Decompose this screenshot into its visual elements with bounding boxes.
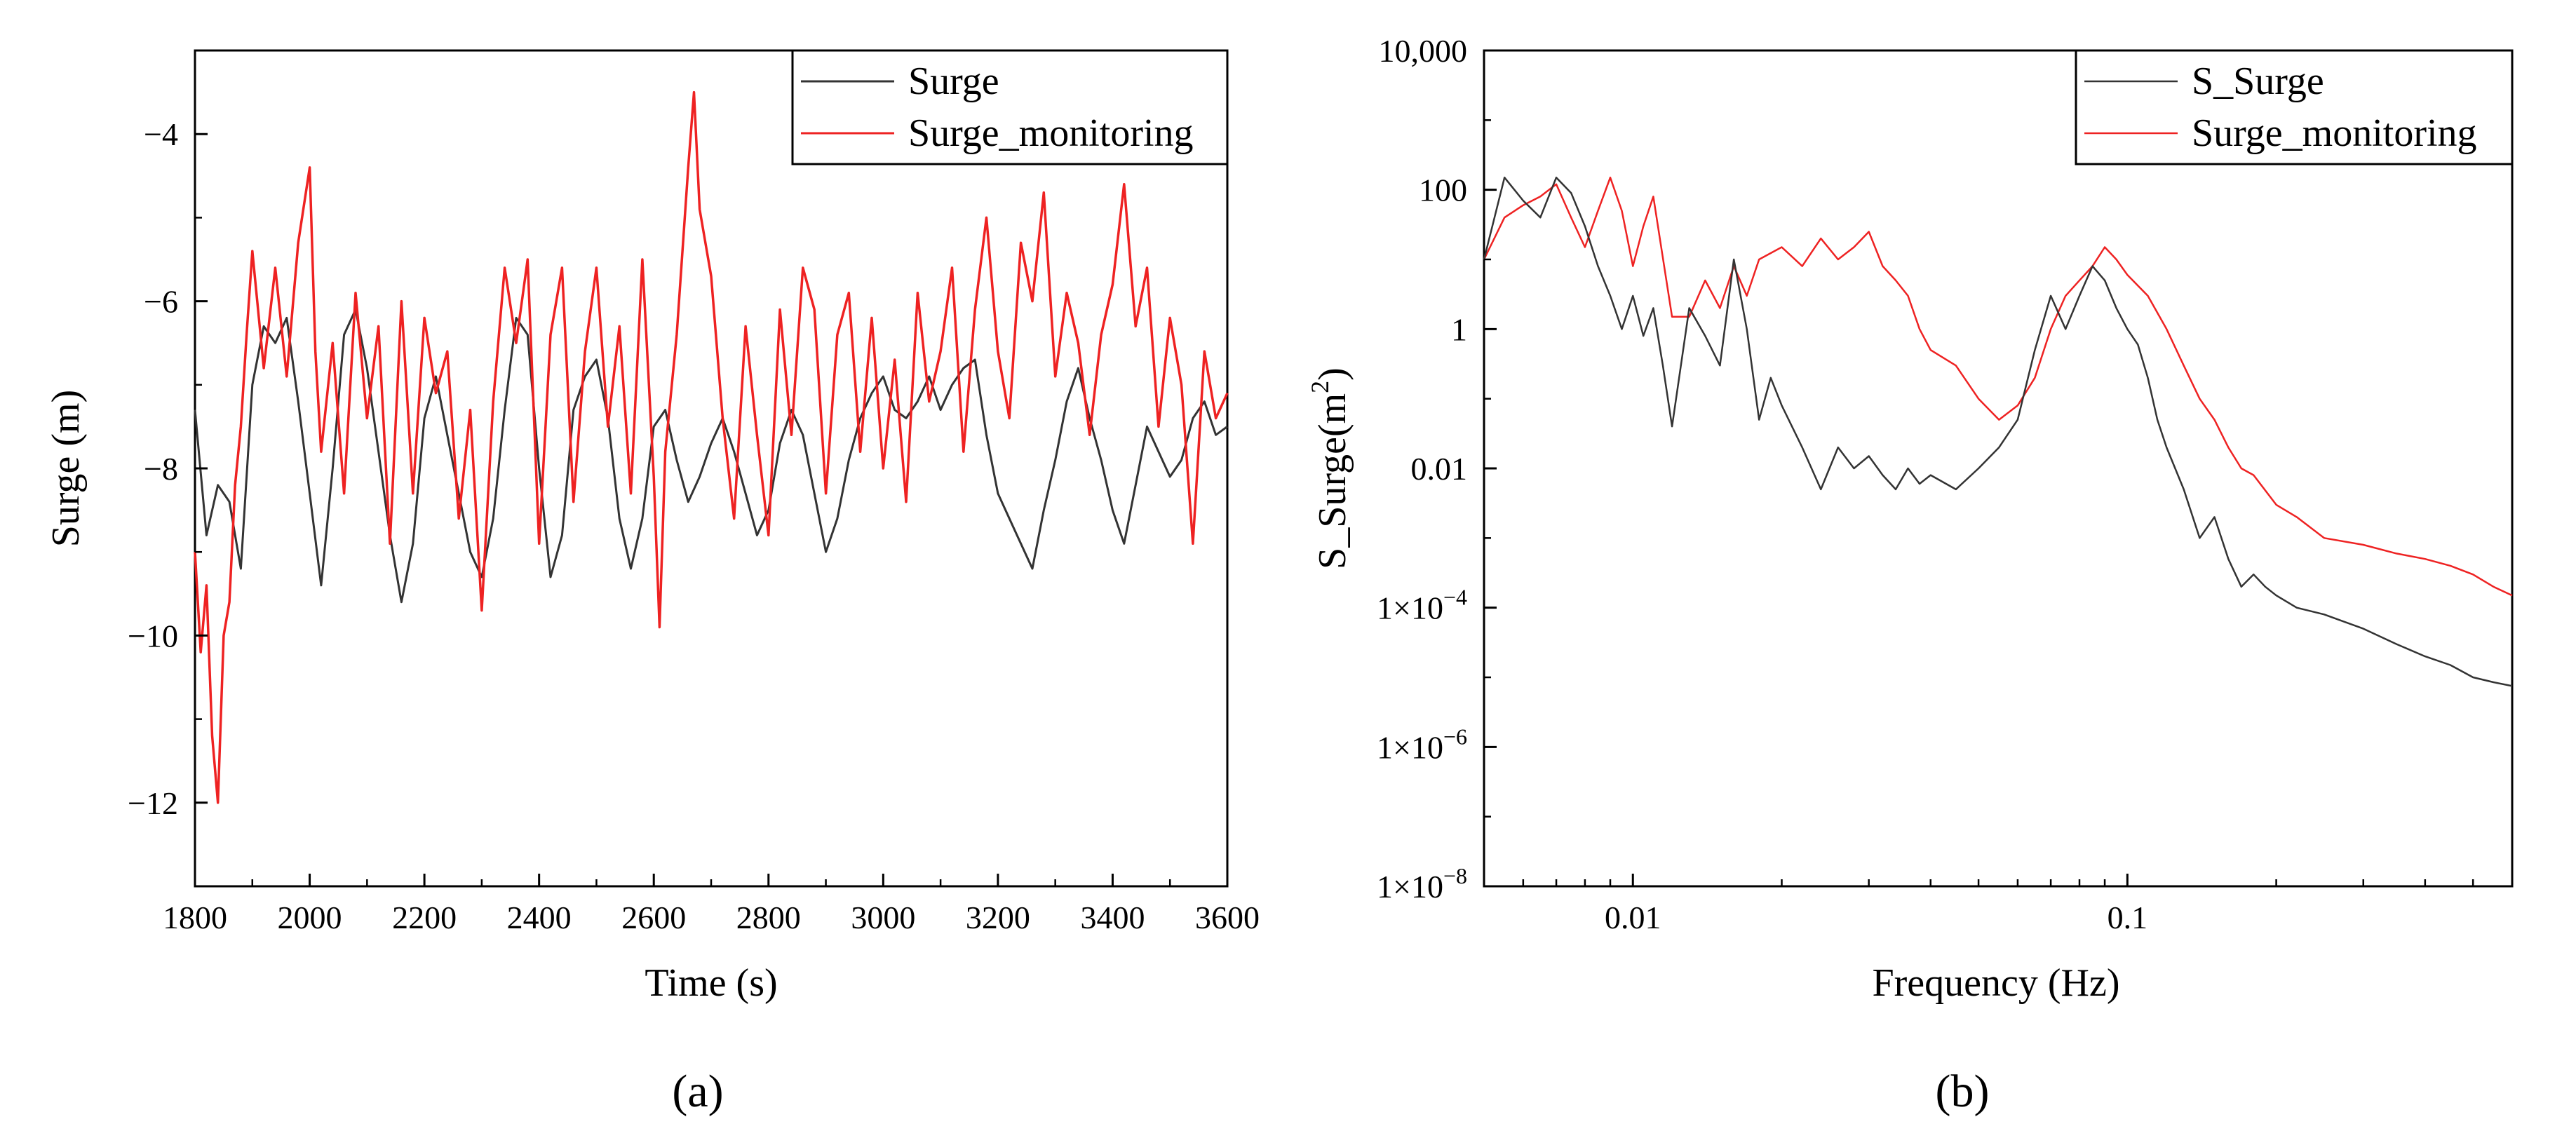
panel-a-legend-box bbox=[791, 49, 1229, 165]
panel-b-y-tick-label: 1×10−8 bbox=[1377, 863, 1467, 905]
panel-b-x-ticks: 0.01 0.1 bbox=[1483, 874, 2514, 935]
panel-a-x-tick-label: 3200 bbox=[966, 900, 1030, 935]
panel-b-legend-box bbox=[2075, 49, 2514, 165]
panel-a-y-tick-label: −10 bbox=[128, 618, 178, 653]
panel-b-y-ticks: 1×10−8 1×10−6 1×10−4 0.01 1 100 10,000 bbox=[1377, 33, 1497, 905]
panel-a-series-line-surge bbox=[194, 309, 1228, 604]
panel-b-x-tick-label: 0.1 bbox=[2108, 900, 2148, 935]
panel-b-x-axis-title: Frequency (Hz) bbox=[1873, 961, 2120, 1005]
panel-a-x-tick-label: 2200 bbox=[392, 900, 457, 935]
panel-b-x-tick-label: 0.01 bbox=[1605, 900, 1661, 935]
panel-b-y-tick-label: 100 bbox=[1419, 172, 1467, 208]
panel-a-x-tick-label: 3000 bbox=[851, 900, 915, 935]
panel-a-surge-time-series: 1800 2000 2200 2400 2600 2800 3000 3200 3400 3600… bbox=[44, 49, 1260, 1117]
panel-a-x-tick-label: 3600 bbox=[1195, 900, 1260, 935]
panel-b-y-axis-title-base: S_Surge(m bbox=[1311, 393, 1354, 569]
panel-b-legend: S_Surge Surge_monitoring bbox=[2075, 49, 2514, 165]
panel-a-legend-label-surge-monitoring: Surge_monitoring bbox=[908, 111, 1194, 155]
panel-a-x-tick-label: 2600 bbox=[621, 900, 686, 935]
panel-b-legend-label-s-surge: S_Surge bbox=[2192, 60, 2324, 103]
panel-a-y-tick-label: −6 bbox=[144, 284, 178, 320]
panel-a-x-tick-label: 2400 bbox=[507, 900, 572, 935]
panel-a-x-tick-label: 2000 bbox=[278, 900, 342, 935]
panel-a-x-axis-title: Time (s) bbox=[645, 961, 777, 1005]
panel-a-y-ticks: −12 −10 −8 −6 −4 bbox=[128, 49, 208, 888]
panel-b-surge-spectrum: 0.01 0.1 1×10−8 1×10−6 1×10−4 0.01 1 100 10,000… bbox=[1306, 33, 2514, 1117]
panel-a-x-tick-label: 3400 bbox=[1080, 900, 1145, 935]
panel-b-y-tick-label: 1×10−6 bbox=[1377, 724, 1467, 765]
panel-b-series-line-surge-monitoring bbox=[1483, 176, 2513, 597]
panel-a-plot-area bbox=[194, 49, 1229, 888]
panel-a-x-tick-label: 1800 bbox=[163, 900, 227, 935]
panel-b-series-line-s-surge bbox=[1483, 176, 2513, 687]
panel-a-legend-label-surge: Surge bbox=[908, 60, 999, 103]
panel-b-y-axis-title-sup: 2 bbox=[1306, 381, 1334, 393]
panel-a-y-tick-label: −4 bbox=[144, 116, 178, 152]
panel-b-y-tick-label: 0.01 bbox=[1411, 451, 1468, 487]
panel-a-legend: Surge Surge_monitoring bbox=[791, 49, 1229, 165]
panel-b-series-group bbox=[1483, 176, 2513, 687]
panel-b-y-axis-title: S_Surge(m2) bbox=[1306, 367, 1354, 569]
panel-a-x-ticks: 1800 2000 2200 2400 2600 2800 3000 3200 3400 3600 bbox=[163, 874, 1260, 935]
panel-a-series-line-surge-monitoring bbox=[194, 90, 1229, 804]
panel-a-y-tick-label: −12 bbox=[128, 785, 178, 821]
panel-b-y-tick-label: 1 bbox=[1451, 311, 1467, 347]
panel-b-label: (b) bbox=[1936, 1066, 1990, 1117]
panel-b-y-tick-label: 1×10−4 bbox=[1377, 585, 1467, 626]
panel-a-y-axis-title: Surge (m) bbox=[44, 390, 88, 548]
panel-a-label: (a) bbox=[672, 1066, 723, 1117]
panel-a-y-tick-label: −8 bbox=[144, 451, 178, 487]
panel-b-y-axis-title-close: ) bbox=[1311, 367, 1354, 381]
panel-b-legend-label-surge-monitoring: Surge_monitoring bbox=[2192, 111, 2477, 155]
panel-b-y-tick-label: 10,000 bbox=[1379, 33, 1468, 69]
panel-a-series-group bbox=[194, 90, 1229, 804]
panel-b-plot-area bbox=[1483, 49, 2514, 888]
panel-a-x-tick-label: 2800 bbox=[736, 900, 801, 935]
